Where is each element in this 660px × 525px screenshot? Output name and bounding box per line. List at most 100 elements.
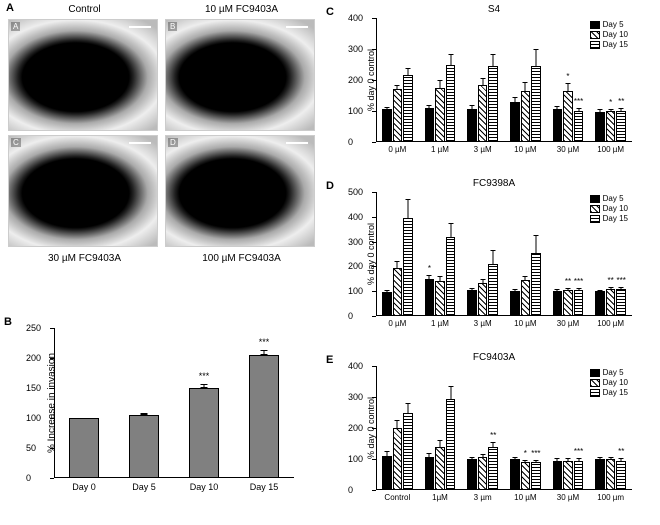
bar-0 µM-s1 <box>393 89 403 142</box>
bar-10 µM-s1: * <box>521 462 531 490</box>
bar-100 µM-s0 <box>595 112 605 142</box>
panel-d-label: D <box>326 180 334 192</box>
panel-e-chart: % day 0 control Day 5 Day 10 Day 15 0100… <box>376 366 632 490</box>
panel-b-chart: % Increase in invasion 050100150200250 D… <box>54 328 294 478</box>
bar-100 µm-s2: ** <box>616 461 626 490</box>
bar-30 µM-s1: * <box>563 91 573 142</box>
group-10 µM: * *** 10 µM <box>510 459 541 490</box>
caption-10um: 10 µM FC9403A <box>165 4 318 15</box>
bar-3 µM-s2 <box>488 66 498 142</box>
panel-e-label: E <box>326 354 333 366</box>
panel-e-legend: Day 5 Day 10 Day 15 <box>590 368 628 398</box>
group-Control: Control <box>382 413 413 491</box>
group-3 µM: 3 µM <box>467 66 498 142</box>
bar-10 µM-s0 <box>510 459 520 490</box>
bar-1µM-s2 <box>446 399 456 490</box>
bar-30 µM-s0 <box>553 109 563 142</box>
bar-1 µM-s0 <box>425 108 435 142</box>
panel-a-bot-captions: 30 µM FC9403A 100 µM FC9403A <box>8 251 318 264</box>
bar-Control-s0 <box>382 456 392 490</box>
group-10 µM: 10 µM <box>510 66 541 142</box>
micrograph-grid: A B C D <box>8 19 318 247</box>
bar-10 µM-s2: *** <box>531 462 541 490</box>
bar-1 µM-s1 <box>435 281 445 316</box>
bar-Day 10: *** <box>189 388 219 478</box>
bar-30 µM-s1 <box>563 461 573 490</box>
panel-b-label: B <box>4 316 12 328</box>
group-100 µM: ** *** 100 µM <box>595 289 626 316</box>
bar-100 µM-s1: * <box>606 111 616 142</box>
panel-d: D FC9398A % day 0 control Day 5 Day 10 D… <box>336 178 652 348</box>
bar-30 µM-s0 <box>553 291 563 316</box>
panel-c: C S4 % day 0 control Day 5 Day 10 Day 15… <box>336 4 652 174</box>
bar-100 µM-s2: ** <box>616 111 626 142</box>
group-1 µM: 1 µM <box>425 65 456 143</box>
scalebar-icon <box>286 26 308 28</box>
group-1 µM: * 1 µM <box>425 237 456 316</box>
bar-3 µM-s0 <box>467 290 477 316</box>
bar-30 µM-s2: *** <box>574 111 584 142</box>
panel-a-top-captions: Control 10 µM FC9403A <box>8 4 318 17</box>
panel-c-chart: % day 0 control Day 5 Day 10 Day 15 0100… <box>376 18 632 142</box>
group-0 µM: 0 µM <box>382 218 413 316</box>
bar-3 µm-s1 <box>478 457 488 490</box>
panel-d-chart: % day 0 control Day 5 Day 10 Day 15 0100… <box>376 192 632 316</box>
bar-1µM-s0 <box>425 457 435 490</box>
bar-0 µM-s0 <box>382 292 392 316</box>
group-3 µM: 3 µM <box>467 264 498 316</box>
bar-Day 5 <box>129 415 159 478</box>
group-30 µM: *** 30 µM <box>553 461 584 490</box>
caption-100um: 100 µM FC9403A <box>165 253 318 264</box>
group-30 µM: * *** 30 µM <box>553 91 584 142</box>
group-1µM: 1µM <box>425 399 456 490</box>
bar-3 µM-s0 <box>467 109 477 142</box>
group-100 µM: * ** 100 µM <box>595 111 626 142</box>
bar-3 µM-s1 <box>478 283 488 316</box>
bar-Day 15: *** <box>249 355 279 478</box>
bar-30 µM-s1: ** <box>563 290 573 316</box>
panel-e: E FC9403A % day 0 control Day 5 Day 10 D… <box>336 352 652 522</box>
group-30 µM: ** *** 30 µM <box>553 290 584 316</box>
group-100 µm: ** 100 µm <box>595 459 626 490</box>
group-10 µM: 10 µM <box>510 253 541 316</box>
bar-1µM-s1 <box>435 447 445 490</box>
bar-1 µM-s0: * <box>425 279 435 316</box>
bar-1 µM-s2 <box>446 237 456 316</box>
bar-3 µm-s2: ** <box>488 447 498 490</box>
bar-1 µM-s2 <box>446 65 456 143</box>
scalebar-icon <box>129 142 151 144</box>
bar-0 µM-s2 <box>403 218 413 316</box>
bar-100 µM-s2: *** <box>616 289 626 316</box>
bar-100 µm-s1 <box>606 459 616 490</box>
panel-d-legend: Day 5 Day 10 Day 15 <box>590 194 628 224</box>
bar-3 µM-s1 <box>478 85 488 142</box>
bar-10 µM-s1 <box>521 91 531 142</box>
bar-0 µM-s1 <box>393 268 403 316</box>
bar-Control-s2 <box>403 413 413 491</box>
panel-b: B % Increase in invasion 050100150200250… <box>8 320 308 510</box>
bar-3 µm-s0 <box>467 459 477 490</box>
panel-c-title: S4 <box>488 4 500 15</box>
bar-Control-s1 <box>393 428 403 490</box>
bar-0 µM-s0 <box>382 109 392 142</box>
bar-10 µM-s2 <box>531 66 541 142</box>
panel-e-title: FC9403A <box>473 352 515 363</box>
bar-10 µM-s2 <box>531 253 541 316</box>
bar-100 µM-s0 <box>595 291 605 316</box>
panel-a-label: A <box>6 2 14 14</box>
bar-10 µM-s1 <box>521 280 531 316</box>
micrograph-c: C <box>8 135 158 247</box>
micrograph-b: B <box>165 19 315 131</box>
bar-10 µM-s0 <box>510 291 520 316</box>
bar-30 µM-s2: *** <box>574 461 584 490</box>
bar-Day 0 <box>69 418 99 478</box>
panel-b-axes: 050100150200250 Day 0 Day 5 *** Day 10 *… <box>54 328 294 478</box>
bar-30 µM-s0 <box>553 461 563 490</box>
panel-d-title: FC9398A <box>473 178 515 189</box>
group-0 µM: 0 µM <box>382 75 413 142</box>
caption-control: Control <box>8 4 161 15</box>
bar-10 µM-s0 <box>510 102 520 142</box>
caption-30um: 30 µM FC9403A <box>8 253 161 264</box>
micrograph-d: D <box>165 135 315 247</box>
bar-100 µm-s0 <box>595 459 605 490</box>
